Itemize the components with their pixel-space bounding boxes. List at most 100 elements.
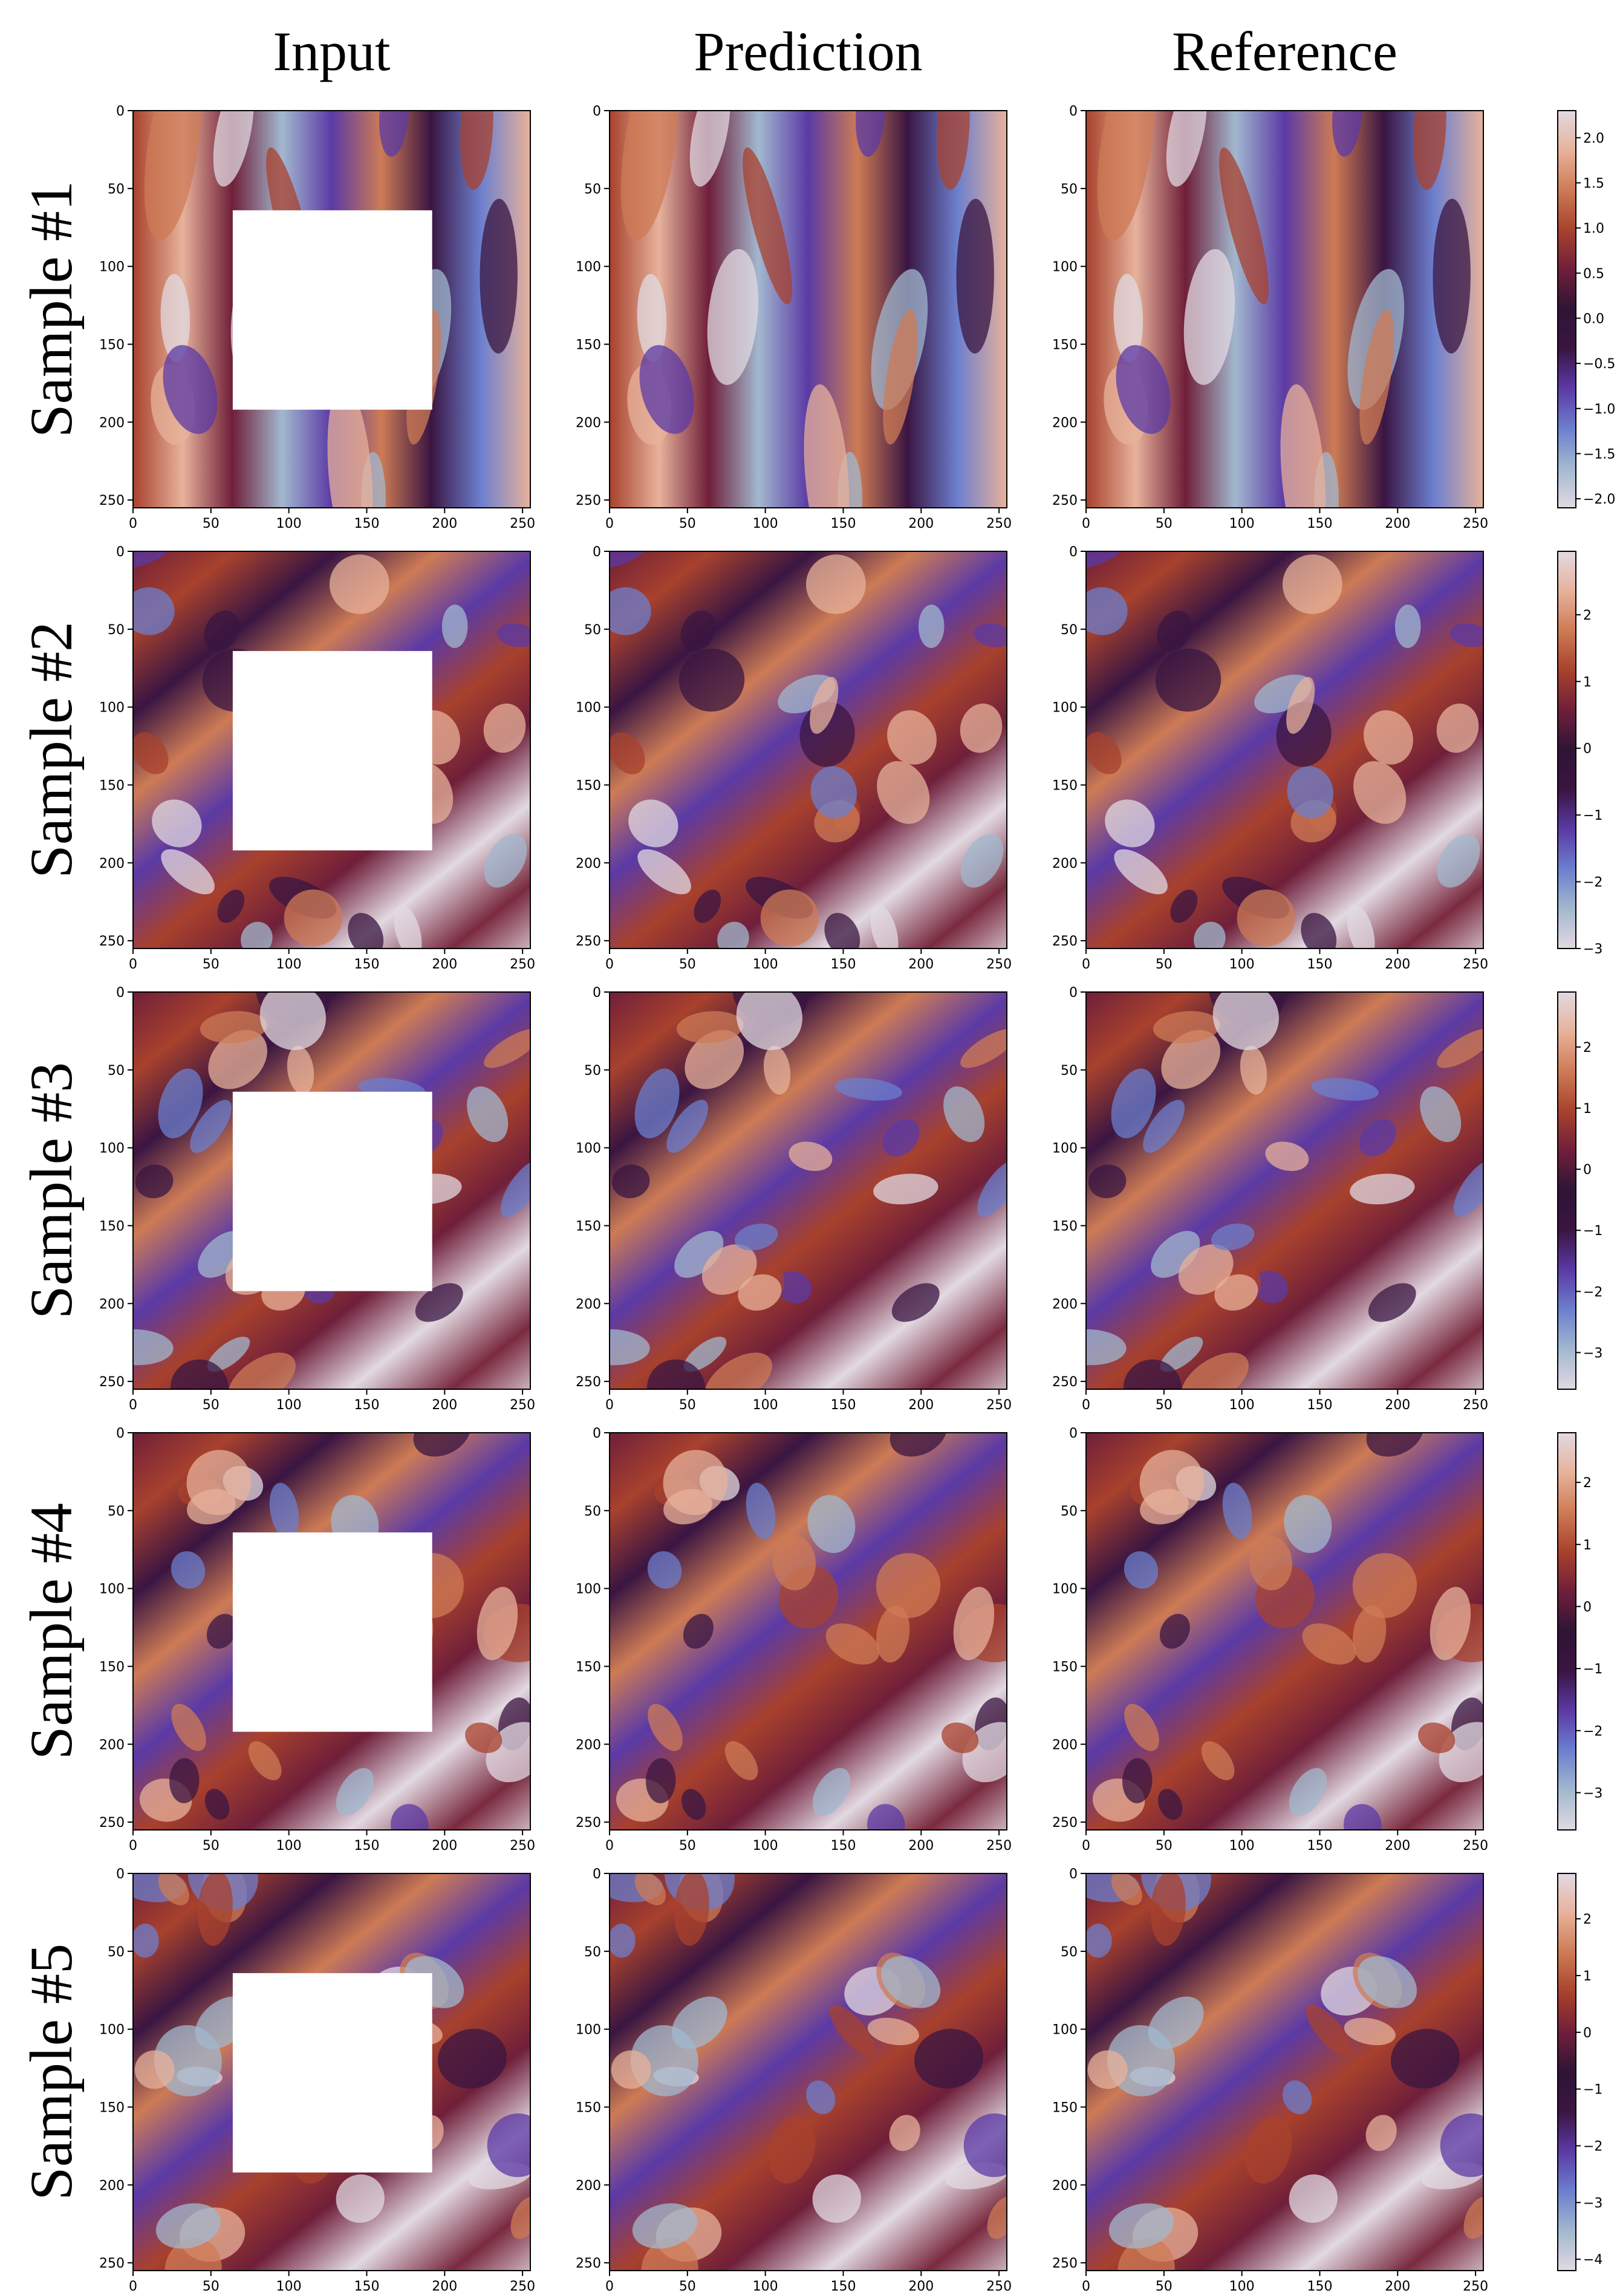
y-tick-label: 0	[1069, 545, 1078, 560]
y-tick-label: 150	[99, 2100, 125, 2115]
x-tick-label: 150	[830, 2279, 856, 2294]
y-tick-label: 50	[584, 1063, 601, 1078]
row-title: Sample #4	[18, 1503, 85, 1760]
axes-frame	[1085, 551, 1484, 949]
y-tick-label: 100	[1052, 1582, 1078, 1597]
y-tick-label: 100	[576, 1141, 601, 1156]
x-tick-label: 200	[908, 957, 934, 972]
x-tick-label: 50	[679, 1398, 696, 1413]
colorbar-tick-label: 1	[1583, 1101, 1592, 1117]
y-tick-label: 150	[99, 337, 125, 352]
y-tick-label: 150	[1052, 2100, 1078, 2115]
x-tick-label: 150	[354, 957, 379, 972]
vorticity-field	[1086, 111, 1483, 508]
y-tick-label: 150	[576, 2100, 601, 2115]
y-tick-label: 150	[99, 1659, 125, 1675]
y-tick-label: 250	[99, 493, 125, 508]
y-tick-label: 200	[576, 415, 601, 430]
colorbar	[1558, 992, 1576, 1389]
colorbar-tick-label: −0.5	[1583, 357, 1615, 372]
y-tick-label: 0	[593, 985, 601, 1000]
mask-region	[232, 650, 432, 851]
x-tick-label: 50	[203, 957, 220, 972]
x-tick-label: 200	[432, 1838, 457, 1853]
y-tick-label: 250	[1052, 1375, 1078, 1390]
x-tick-label: 0	[1082, 1838, 1090, 1853]
y-tick-label: 50	[1061, 182, 1078, 197]
y-tick-label: 150	[576, 337, 601, 352]
axes-frame	[1085, 110, 1484, 508]
x-tick-label: 150	[1307, 957, 1332, 972]
y-tick-label: 50	[108, 182, 125, 197]
y-tick-label: 150	[1052, 1219, 1078, 1234]
colorbar-tick-label: −3	[1583, 1786, 1602, 1801]
x-tick-label: 0	[605, 1398, 614, 1413]
x-tick-label: 0	[605, 516, 614, 531]
y-tick-label: 50	[584, 1945, 601, 1960]
colorbar-tick-label: −2	[1583, 2139, 1602, 2155]
y-tick-label: 250	[1052, 493, 1078, 508]
colorbar-tick-label: −2	[1583, 1724, 1602, 1739]
colorbar-tick-label: −2	[1583, 1285, 1602, 1300]
y-tick-label: 250	[99, 1375, 125, 1390]
x-tick-label: 50	[1156, 1838, 1173, 1853]
x-tick-label: 50	[1156, 957, 1173, 972]
axes-frame	[132, 551, 531, 949]
colorbar-tick-label: −1	[1583, 808, 1602, 823]
axes-frame	[609, 1432, 1007, 1831]
colorbar-tick-label: −1.0	[1583, 402, 1615, 417]
x-tick-label: 150	[354, 1398, 379, 1413]
x-tick-label: 0	[605, 957, 614, 972]
row-title: Sample #3	[18, 1062, 85, 1319]
row-title: Sample #2	[18, 621, 85, 878]
x-tick-label: 50	[1156, 2279, 1173, 2294]
colorbar-tick-label: 2	[1583, 1040, 1592, 1056]
x-tick-label: 150	[1307, 516, 1332, 531]
vorticity-field	[610, 1873, 1007, 2271]
y-tick-label: 0	[593, 1426, 601, 1441]
y-tick-label: 100	[576, 2023, 601, 2038]
y-tick-label: 150	[99, 778, 125, 793]
colorbar-frame	[1557, 551, 1576, 949]
colorbar-tick-label: 2	[1583, 1476, 1592, 1491]
column-title: Prediction	[694, 21, 922, 82]
x-tick-label: 250	[986, 1398, 1012, 1413]
y-tick-label: 250	[99, 1815, 125, 1831]
y-tick-label: 200	[99, 2178, 125, 2193]
vorticity-field	[1086, 1433, 1483, 1830]
row-title: Sample #1	[18, 181, 85, 438]
x-tick-label: 100	[276, 957, 302, 972]
colorbar-tick-label: −3	[1583, 2196, 1602, 2211]
x-tick-label: 100	[753, 516, 778, 531]
colorbar-tick-label: 1	[1583, 675, 1592, 690]
x-tick-label: 250	[510, 2279, 535, 2294]
y-tick-label: 200	[99, 856, 125, 871]
x-tick-label: 50	[679, 957, 696, 972]
x-tick-label: 150	[354, 1838, 379, 1853]
axes-frame	[132, 1873, 531, 2271]
y-tick-label: 100	[1052, 2023, 1078, 2038]
y-tick-label: 100	[1052, 260, 1078, 275]
x-tick-label: 200	[908, 1838, 934, 1853]
x-tick-label: 250	[986, 2279, 1012, 2294]
mask-region	[232, 1973, 432, 2173]
y-tick-label: 100	[99, 1141, 125, 1156]
colorbar-tick-label: 2.0	[1583, 131, 1604, 146]
x-tick-label: 0	[605, 2279, 614, 2294]
y-tick-label: 250	[576, 1375, 601, 1390]
x-tick-label: 250	[1463, 1838, 1488, 1853]
x-tick-label: 200	[1385, 2279, 1410, 2294]
y-tick-label: 0	[116, 1426, 125, 1441]
y-tick-label: 250	[576, 493, 601, 508]
y-tick-label: 50	[108, 623, 125, 638]
x-tick-label: 0	[605, 1838, 614, 1853]
y-tick-label: 100	[1052, 701, 1078, 716]
axes-frame	[1085, 991, 1484, 1390]
colorbar-tick-label: 2	[1583, 1912, 1592, 1927]
y-tick-label: 200	[1052, 2178, 1078, 2193]
colorbar-tick-label: 0	[1583, 2026, 1592, 2041]
y-tick-label: 200	[1052, 1297, 1078, 1312]
y-tick-label: 0	[593, 545, 601, 560]
x-tick-label: 150	[354, 516, 379, 531]
x-tick-label: 0	[129, 1838, 137, 1853]
